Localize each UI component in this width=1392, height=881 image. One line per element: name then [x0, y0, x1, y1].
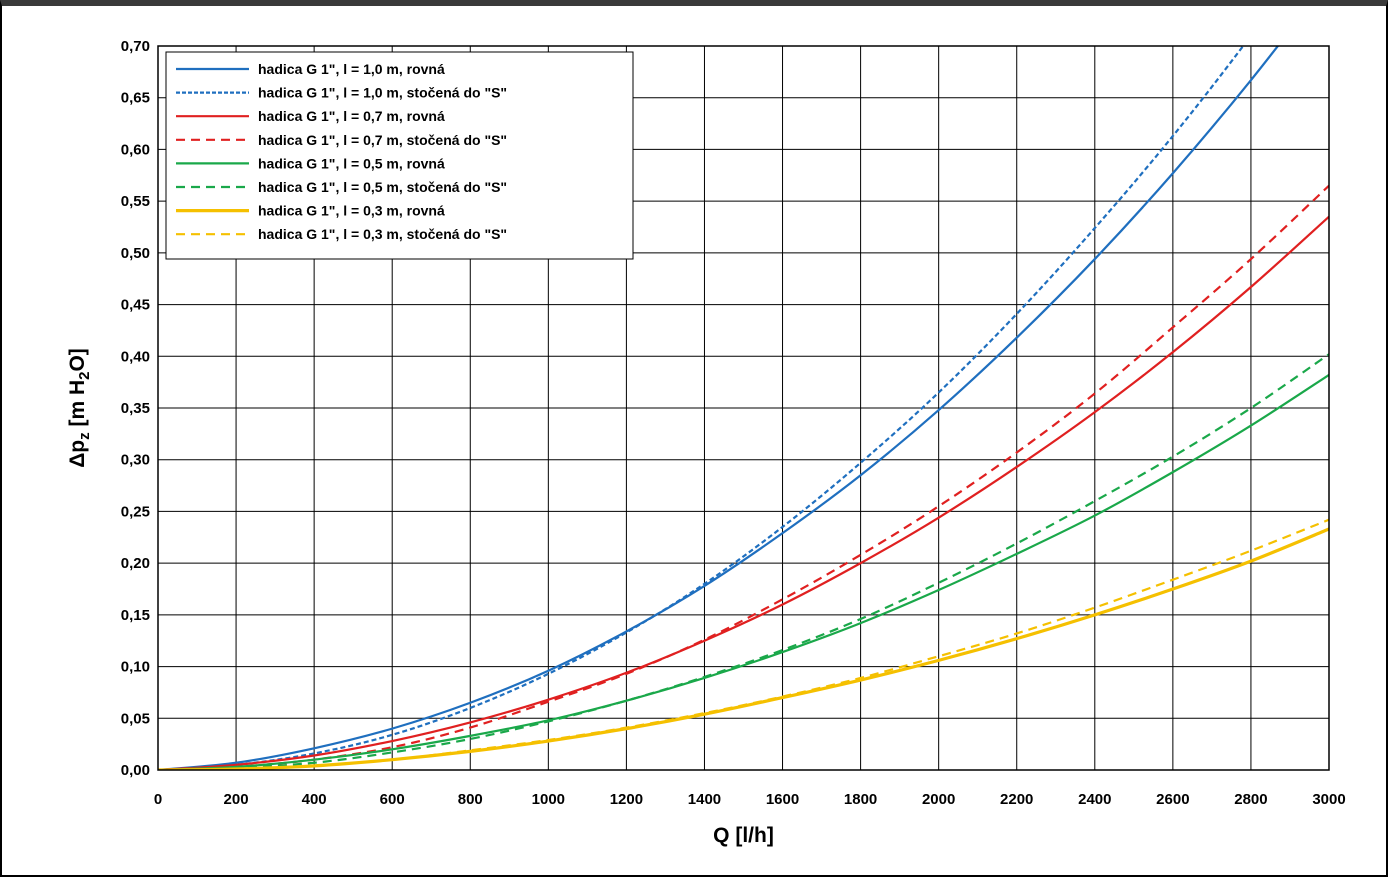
y-tick-label: 0,35 [121, 400, 150, 417]
series-line-6 [158, 527, 1329, 770]
y-tick-label: 0,05 [121, 710, 150, 727]
x-axis-title: Q [l/h] [713, 824, 774, 847]
legend-label-5: hadica G 1", l = 0,5 m, stočená do "S" [258, 179, 507, 195]
y-tick-label: 0,55 [121, 193, 150, 210]
legend-label-2: hadica G 1", l = 0,7 m, rovná [258, 108, 445, 124]
x-tick-label: 1400 [688, 791, 721, 808]
x-tick-label: 1200 [610, 791, 643, 808]
legend-label-3: hadica G 1", l = 0,7 m, stočená do "S" [258, 132, 507, 148]
series-line-3 [158, 184, 1329, 770]
legend: hadica G 1", l = 1,0 m, rovná hadica G 1"… [165, 51, 634, 260]
x-tick-label: 3000 [1312, 791, 1345, 808]
x-tick-label: 1000 [532, 791, 565, 808]
y-tick-label: 0,25 [121, 503, 150, 520]
legend-box [165, 51, 634, 260]
x-tick-label: 2800 [1234, 791, 1267, 808]
y-tick-labels: 0,00 0,05 0,10 0,15 0,20 0,25 0,30 0,35 0,40 0,45… [121, 38, 150, 779]
series-line-0 [158, 46, 1280, 770]
series-line-1 [158, 46, 1245, 770]
plot-border [157, 45, 1330, 771]
y-tick-label: 0,45 [121, 297, 150, 314]
x-tick-label: 400 [302, 791, 327, 808]
series-line-5 [158, 353, 1329, 770]
series-line-7 [158, 518, 1329, 770]
y-tick-label: 0,40 [121, 348, 150, 365]
y-axis-title-sub: z [76, 432, 93, 440]
legend-label-6: hadica G 1", l = 0,3 m, rovná [258, 203, 445, 219]
series-line-2 [158, 215, 1329, 770]
y-tick-label: 0,20 [121, 555, 150, 572]
x-tick-label: 200 [224, 791, 249, 808]
x-tick-label: 2000 [922, 791, 955, 808]
y-tick-label: 0,65 [121, 90, 150, 107]
y-tick-label: 0,30 [121, 452, 150, 469]
x-tick-label: 2600 [1156, 791, 1189, 808]
y-axis-title: Δpz [m H2O] [66, 348, 93, 468]
y-tick-label: 0,15 [121, 607, 150, 624]
x-tick-label: 600 [380, 791, 405, 808]
legend-label-4: hadica G 1", l = 0,5 m, rovná [258, 155, 445, 171]
y-tick-label: 0,50 [121, 245, 150, 262]
y-axis-title-rest-b: O] [66, 348, 89, 371]
y-tick-label: 0,10 [121, 659, 150, 676]
y-axis-title-sub2: 2 [76, 372, 93, 380]
x-tick-labels: 0 200 400 600 800 1000 1200 1400 1600 1800 2000 220… [154, 791, 1346, 808]
y-tick-label: 0,70 [121, 38, 150, 55]
x-tick-label: 0 [154, 791, 162, 808]
x-tick-label: 2400 [1078, 791, 1111, 808]
y-tick-label: 0,60 [121, 141, 150, 158]
series-layer [158, 46, 1329, 770]
y-tick-label: 0,00 [121, 762, 150, 779]
series-line-4 [158, 373, 1329, 770]
y-axis-title-main: Δp [66, 440, 89, 468]
x-tick-label: 800 [458, 791, 483, 808]
y-axis-title-rest-a: [m H [66, 380, 89, 433]
legend-label-0: hadica G 1", l = 1,0 m, rovná [258, 61, 445, 77]
x-tick-label: 1600 [766, 791, 799, 808]
legend-label-1: hadica G 1", l = 1,0 m, stočená do "S" [258, 85, 507, 101]
x-tick-label: 1800 [844, 791, 877, 808]
x-tick-label: 2200 [1000, 791, 1033, 808]
legend-label-7: hadica G 1", l = 0,3 m, stočená do "S" [258, 226, 507, 242]
